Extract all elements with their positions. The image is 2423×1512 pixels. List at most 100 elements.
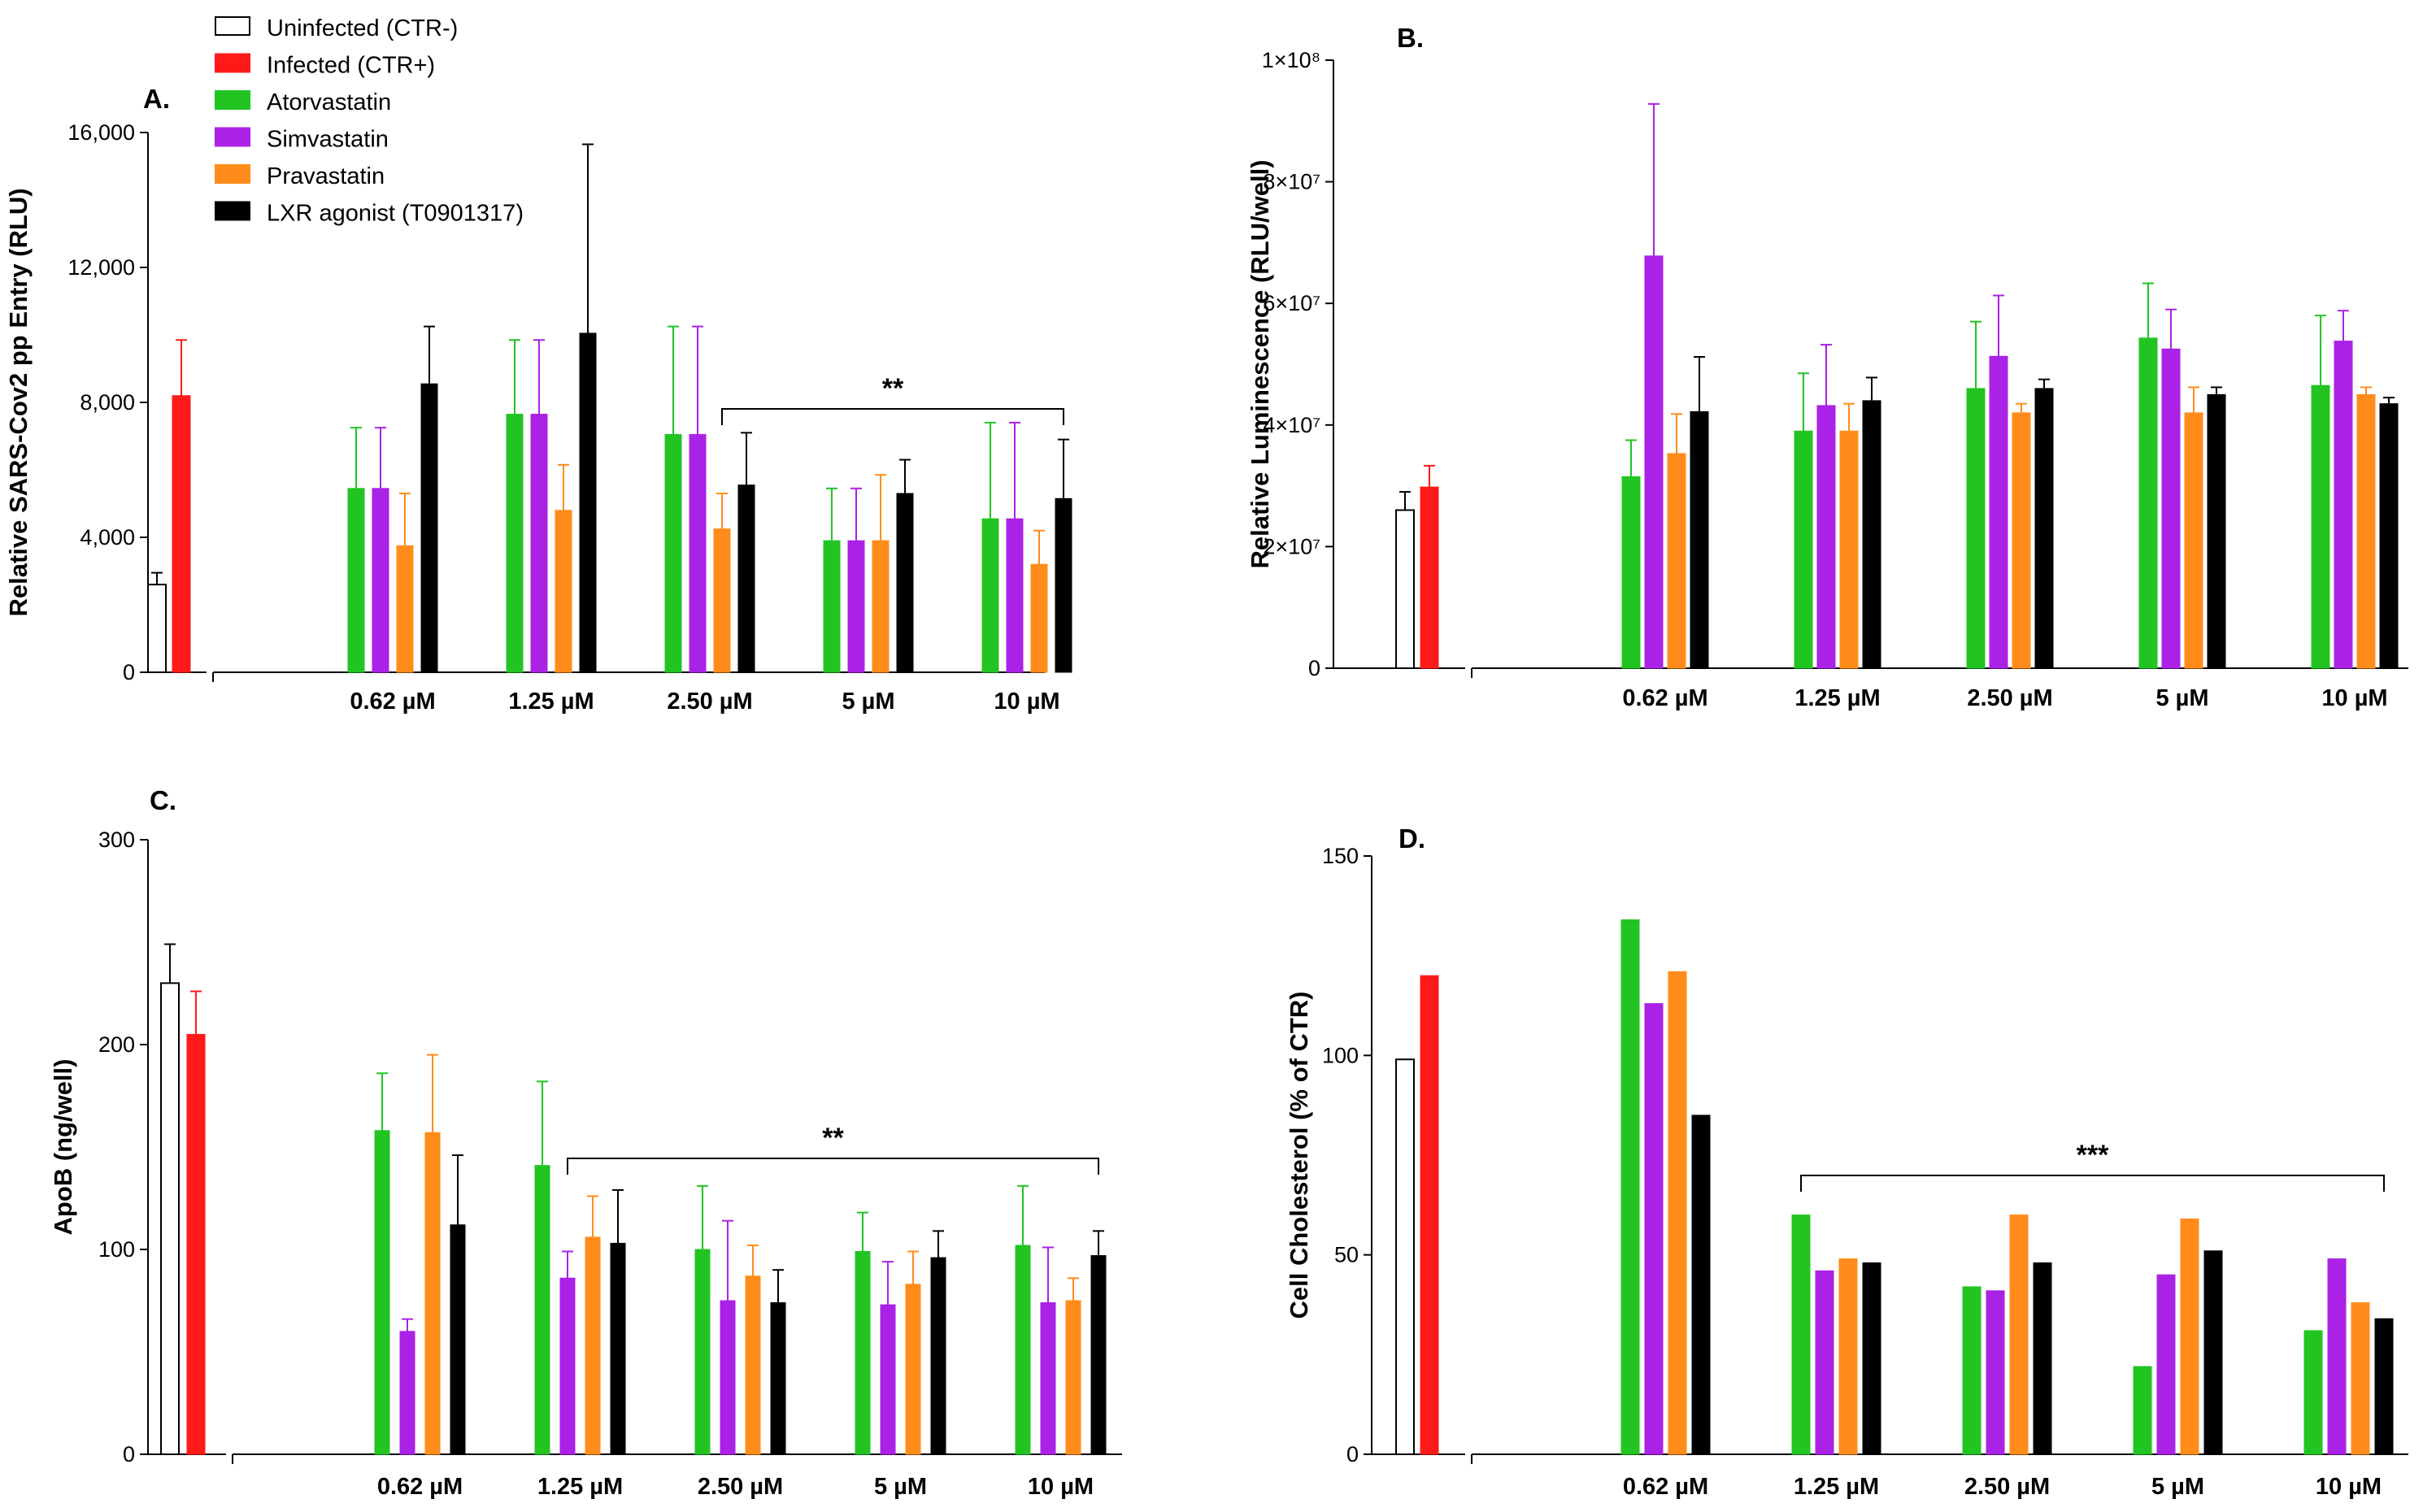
- legend-label: Pravastatin: [267, 163, 385, 189]
- bar-simvastatin: [880, 1304, 896, 1455]
- x-category-label: 0.62 µM: [350, 689, 435, 715]
- bar-pravastatin: [424, 1132, 441, 1455]
- bar-atorvastatin: [534, 1165, 550, 1455]
- y-axis-title: ApoB (ng/well): [49, 1059, 77, 1236]
- significance-label: **: [882, 373, 904, 404]
- bar-atorvastatin: [1620, 919, 1640, 1455]
- bar-atorvastatin: [374, 1130, 390, 1455]
- x-category-label: 2.50 µM: [1964, 1474, 2050, 1500]
- y-tick-label: 8,000: [80, 390, 135, 415]
- x-category-label: 10 µM: [2316, 1474, 2382, 1500]
- bar-lxr: [770, 1302, 786, 1455]
- legend-swatch-lxr: [215, 201, 250, 221]
- y-tick-label: 100: [98, 1237, 135, 1262]
- bar-lxr: [1862, 1262, 1881, 1455]
- bar-simvastatin: [2161, 348, 2181, 669]
- bar-pravastatin: [1839, 430, 1859, 669]
- bar-pravastatin: [2180, 1219, 2199, 1455]
- y-axis-title: Relative SARS-Cov2 pp Entry (RLU): [4, 188, 33, 616]
- bar-lxr: [2203, 1250, 2223, 1455]
- bar-lxr: [2033, 1262, 2052, 1455]
- x-category-label: 10 µM: [1028, 1474, 1094, 1500]
- bar-simvastatin: [2327, 1258, 2347, 1455]
- bar-atorvastatin: [981, 518, 999, 673]
- bar-atorvastatin: [694, 1249, 711, 1455]
- x-category-label: 10 µM: [2321, 685, 2387, 711]
- x-category-label: 1.25 µM: [537, 1474, 623, 1500]
- bar-lxr: [930, 1257, 946, 1455]
- legend-label: Infected (CTR+): [267, 53, 435, 79]
- y-tick-label: 2×10⁷: [1263, 534, 1320, 558]
- panel-letter: A.: [143, 84, 170, 114]
- bar-lxr: [1690, 411, 1709, 669]
- legend-swatch-ctr_plus: [215, 53, 250, 73]
- bar-uninfected: [160, 982, 180, 1455]
- bar-pravastatin: [2356, 393, 2376, 669]
- bar-simvastatin: [1040, 1302, 1056, 1455]
- bar-atorvastatin: [506, 414, 524, 673]
- bar-simvastatin: [1006, 518, 1024, 673]
- bar-simvastatin: [372, 488, 389, 673]
- bar-lxr: [1055, 497, 1072, 673]
- bar-lxr: [1090, 1255, 1107, 1455]
- bar-atorvastatin: [664, 433, 682, 673]
- legend: Uninfected (CTR-) Infected (CTR+) Atorvast…: [215, 15, 524, 227]
- bar-lxr: [2034, 388, 2054, 669]
- panel-letter: C.: [150, 785, 176, 815]
- bar-uninfected: [1395, 509, 1415, 670]
- legend-swatch-simvastatin: [215, 127, 250, 147]
- significance-bracket: [721, 408, 1064, 425]
- bar-lxr: [2374, 1318, 2394, 1455]
- bar-atorvastatin: [1015, 1245, 1031, 1455]
- bar-infected: [186, 1033, 206, 1455]
- y-tick-label: 0: [123, 1442, 135, 1466]
- significance-bracket: [1800, 1175, 2385, 1192]
- bar-simvastatin: [399, 1331, 415, 1455]
- bar-lxr: [610, 1242, 626, 1455]
- bar-simvastatin: [1816, 405, 1836, 669]
- bar-pravastatin: [555, 510, 572, 673]
- bar-pravastatin: [2184, 412, 2203, 669]
- bar-atorvastatin: [823, 540, 841, 673]
- bar-simvastatin: [1815, 1270, 1834, 1455]
- x-category-label: 1.25 µM: [508, 689, 594, 715]
- legend-label: Simvastatin: [267, 127, 389, 153]
- bar-atorvastatin: [2138, 337, 2158, 669]
- y-tick-label: 0: [1346, 1442, 1359, 1466]
- y-tick-label: 50: [1334, 1243, 1359, 1267]
- y-tick-label: 8×10⁷: [1263, 170, 1320, 194]
- x-category-label: 2.50 µM: [667, 689, 752, 715]
- x-category-label: 0.62 µM: [1623, 1474, 1708, 1500]
- panel-c: C. 0 100 200 300 ApoB (ng/well) 0.62 µM 1.25 µM…: [49, 785, 1122, 1500]
- y-tick-label: 4×10⁷: [1263, 413, 1320, 437]
- y-axis-title: Cell Cholesterol (% of CTR): [1285, 991, 1313, 1319]
- bar-lxr: [579, 332, 597, 673]
- x-category-label: 1.25 µM: [1794, 1474, 1879, 1500]
- bar-simvastatin: [1644, 255, 1664, 669]
- x-category-label: 5 µM: [2155, 685, 2208, 711]
- bar-infected: [1420, 486, 1439, 669]
- legend-label: Atorvastatin: [267, 89, 391, 115]
- bar-simvastatin: [847, 540, 865, 673]
- bar-lxr: [896, 493, 914, 673]
- bar-atorvastatin: [855, 1251, 871, 1455]
- bar-uninfected: [147, 584, 167, 673]
- bar-simvastatin: [559, 1277, 576, 1455]
- bar-pravastatin: [1667, 453, 1686, 669]
- panel-letter: B.: [1397, 23, 1424, 53]
- panel-b: B. 0 2×10⁷ 4×10⁷ 6×10⁷ 8×10⁷ 1×10⁸ Relative Lum…: [1246, 23, 2408, 711]
- y-tick-label: 100: [1322, 1043, 1359, 1067]
- y-tick-label: 200: [98, 1032, 135, 1057]
- bar-simvastatin: [720, 1300, 736, 1455]
- bar-pravastatin: [396, 545, 414, 673]
- x-category-label: 2.50 µM: [1967, 685, 2052, 711]
- bar-atorvastatin: [1794, 430, 1813, 669]
- bar-infected: [1420, 975, 1439, 1455]
- x-category-label: 5 µM: [874, 1474, 927, 1500]
- y-tick-label: 16,000: [67, 120, 135, 145]
- panel-d: D. 0 50 100 150 Cell Cholesterol (% of CTR) 0.…: [1285, 823, 2408, 1500]
- bar-lxr: [1691, 1114, 1711, 1455]
- bar-pravastatin: [2351, 1302, 2370, 1455]
- x-category-label: 10 µM: [994, 689, 1059, 715]
- x-category-label: 5 µM: [842, 689, 894, 715]
